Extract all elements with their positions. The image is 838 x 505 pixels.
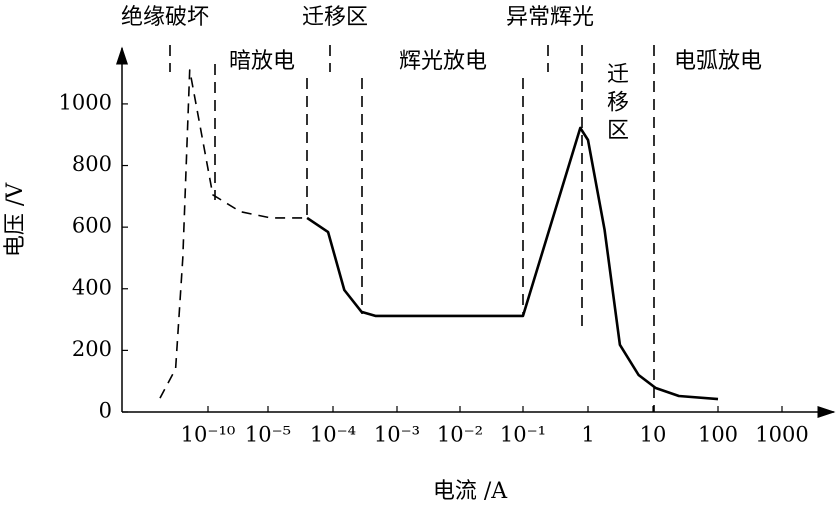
- y-tick-label: 0: [99, 399, 112, 423]
- annotation: 异常辉光: [506, 5, 594, 30]
- x-tick-label: 1000: [755, 423, 808, 447]
- curve: [306, 126, 719, 401]
- x-tick-label: 10⁻¹: [500, 423, 546, 447]
- x-tick-label: 10: [640, 423, 667, 447]
- y-tick-label: 400: [72, 275, 112, 299]
- y-tick-label: 600: [72, 214, 112, 238]
- x-tick-label: 10⁻⁵: [245, 423, 291, 447]
- x-tick-label: 10⁻⁴: [310, 423, 356, 447]
- x-tick-label: 1: [581, 423, 594, 447]
- y-tick-label: 800: [72, 152, 112, 176]
- region-dividers: [169, 45, 655, 412]
- x-tick-label: 10⁻²: [437, 423, 483, 447]
- annotation: 暗放电: [229, 49, 295, 74]
- x-tick-label: 10⁻¹⁰: [181, 423, 236, 447]
- annotation: 电弧放电: [674, 49, 762, 74]
- annotation: 辉光放电: [399, 49, 487, 74]
- x-axis-label: 电流 /A: [433, 479, 508, 504]
- y-tick-label: 1000: [59, 90, 112, 114]
- annotation: 迁移区: [603, 62, 629, 146]
- x-tick-label: 100: [698, 423, 738, 447]
- annotation: 绝缘破坏: [121, 5, 209, 30]
- y-axis-label: 电压 /V: [3, 182, 28, 257]
- curve: [159, 69, 308, 399]
- annotation: 迁移区: [302, 5, 368, 30]
- x-tick-label: 10⁻³: [374, 423, 420, 447]
- y-tick-label: 200: [72, 337, 112, 361]
